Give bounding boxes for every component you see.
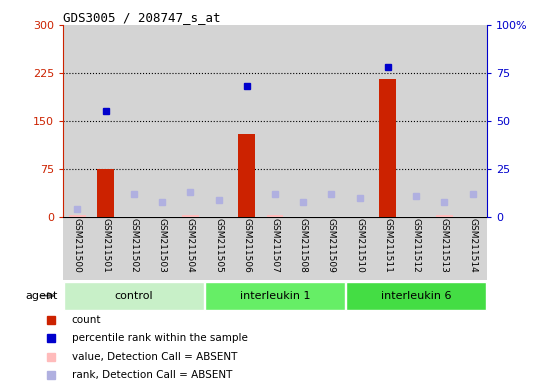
- Bar: [289, 25, 317, 217]
- Text: GSM211505: GSM211505: [214, 218, 223, 273]
- Bar: [182, 215, 199, 217]
- Text: GSM211509: GSM211509: [327, 218, 336, 273]
- Bar: [238, 134, 255, 217]
- Bar: [63, 25, 91, 217]
- FancyBboxPatch shape: [346, 281, 486, 310]
- Text: GSM211508: GSM211508: [299, 218, 308, 273]
- Bar: [120, 217, 148, 280]
- Bar: [317, 25, 345, 217]
- FancyBboxPatch shape: [205, 281, 345, 310]
- Bar: [205, 217, 233, 280]
- Text: GSM211502: GSM211502: [129, 218, 139, 273]
- Bar: [374, 25, 402, 217]
- Bar: [148, 25, 176, 217]
- Bar: [148, 217, 176, 280]
- Bar: [91, 217, 120, 280]
- Text: GSM211511: GSM211511: [383, 218, 393, 273]
- Bar: [205, 25, 233, 217]
- Text: agent: agent: [25, 291, 58, 301]
- Text: percentile rank within the sample: percentile rank within the sample: [72, 333, 248, 343]
- Text: count: count: [72, 315, 101, 325]
- Bar: [91, 25, 120, 217]
- Text: GSM211506: GSM211506: [242, 218, 251, 273]
- Bar: [176, 25, 205, 217]
- Text: GSM211507: GSM211507: [271, 218, 279, 273]
- Bar: [345, 217, 374, 280]
- Bar: [317, 217, 345, 280]
- Bar: [459, 217, 487, 280]
- FancyBboxPatch shape: [64, 281, 204, 310]
- Bar: [436, 215, 453, 217]
- Bar: [69, 215, 86, 217]
- Bar: [402, 25, 430, 217]
- Text: GDS3005 / 208747_s_at: GDS3005 / 208747_s_at: [63, 11, 221, 24]
- Bar: [261, 25, 289, 217]
- Bar: [402, 217, 430, 280]
- Bar: [345, 25, 374, 217]
- Bar: [97, 169, 114, 217]
- Text: GSM211504: GSM211504: [186, 218, 195, 273]
- Text: interleukin 1: interleukin 1: [240, 291, 310, 301]
- Bar: [120, 25, 148, 217]
- Bar: [261, 217, 289, 280]
- Text: GSM211500: GSM211500: [73, 218, 82, 273]
- Text: GSM211513: GSM211513: [440, 218, 449, 273]
- Text: GSM211514: GSM211514: [468, 218, 477, 273]
- Text: GSM211510: GSM211510: [355, 218, 364, 273]
- Bar: [379, 79, 397, 217]
- Text: interleukin 6: interleukin 6: [381, 291, 452, 301]
- Bar: [374, 217, 402, 280]
- Bar: [430, 25, 459, 217]
- Bar: [267, 215, 283, 217]
- Bar: [233, 25, 261, 217]
- Bar: [459, 25, 487, 217]
- Text: rank, Detection Call = ABSENT: rank, Detection Call = ABSENT: [72, 370, 232, 380]
- Text: GSM211503: GSM211503: [157, 218, 167, 273]
- Text: control: control: [114, 291, 153, 301]
- Bar: [430, 217, 459, 280]
- Text: GSM211501: GSM211501: [101, 218, 110, 273]
- Bar: [289, 217, 317, 280]
- Bar: [63, 217, 91, 280]
- Bar: [233, 217, 261, 280]
- Text: value, Detection Call = ABSENT: value, Detection Call = ABSENT: [72, 352, 237, 362]
- Text: GSM211512: GSM211512: [411, 218, 421, 273]
- Bar: [176, 217, 205, 280]
